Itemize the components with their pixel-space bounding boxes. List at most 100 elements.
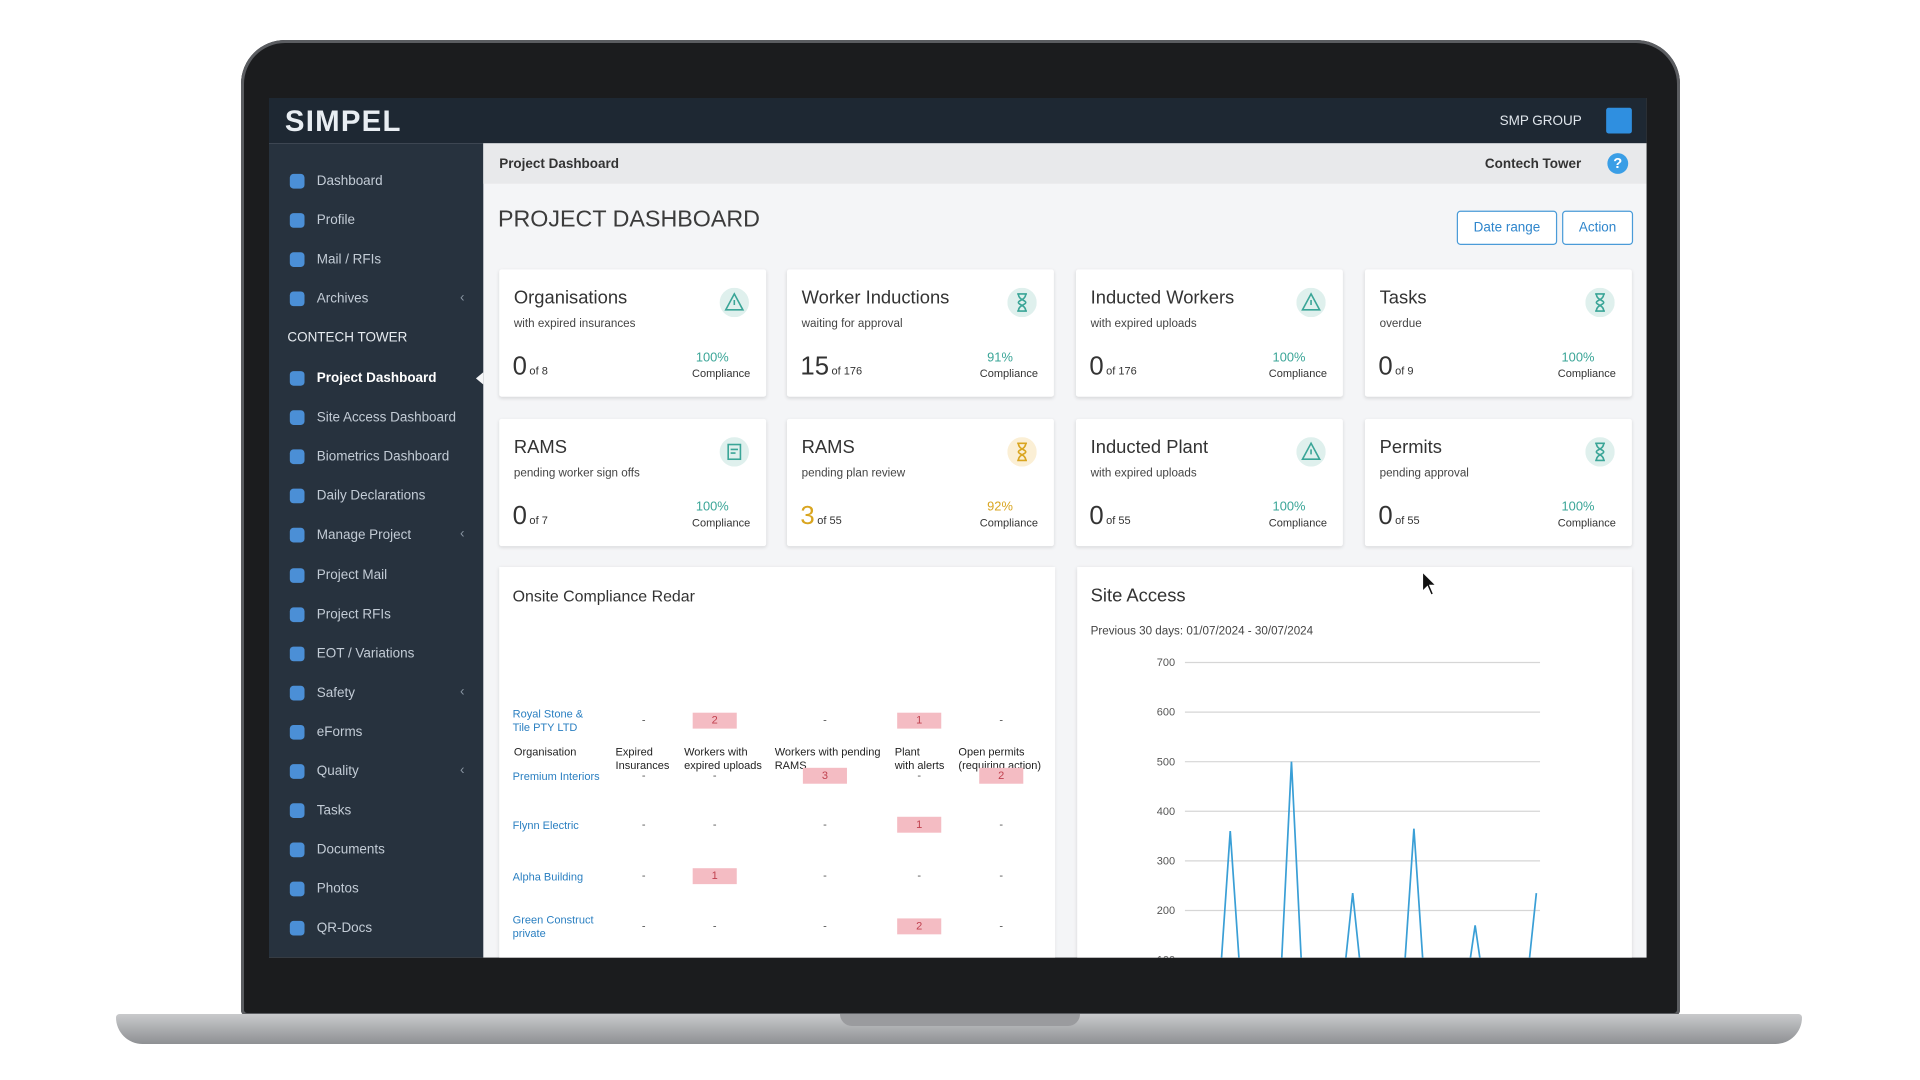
alert-count: 2 (897, 918, 942, 935)
sidebar-item[interactable]: Site Access Dashboard (269, 403, 483, 432)
stat-card: Worker Inductions waiting for approval 15 o… (786, 269, 1054, 397)
menu-button[interactable] (1606, 107, 1632, 134)
sidebar-item[interactable]: Profile (269, 206, 483, 235)
y-tick-label: 200 (1157, 905, 1175, 917)
card-compliance: 100% (695, 499, 729, 515)
sidebar-item[interactable]: Dashboard (269, 167, 483, 196)
logo: SIMPEL (284, 105, 402, 139)
stat-card: Inducted Plant with expired uploads 0 of 55… (1075, 418, 1343, 547)
date-range-button[interactable]: Date range (1456, 210, 1558, 245)
card-subtitle: pending plan review (801, 466, 906, 481)
stat-card: Permits pending approval 0 of 55 100% Complia… (1364, 418, 1632, 547)
organisation-link[interactable]: Flynn Electric (512, 818, 579, 831)
sidebar-item[interactable]: EOT / Variations (269, 639, 483, 668)
table-cell: - (999, 818, 1004, 831)
card-value: 3 (800, 502, 815, 531)
organisation-link[interactable]: Alpha Building (512, 870, 584, 883)
sidebar-icon (289, 173, 305, 189)
card-icon (1296, 287, 1326, 318)
card-value-row: 0 of 55 (1089, 502, 1130, 531)
sidebar-icon (289, 371, 305, 386)
card-icon (719, 287, 750, 318)
breadcrumb-bar (483, 143, 1647, 184)
card-title: Permits (1379, 437, 1442, 459)
sidebar-item[interactable]: Quality ‹ (269, 757, 483, 786)
card-value-row: 0 of 55 (1378, 502, 1419, 531)
sidebar-item[interactable]: QR-Docs (269, 914, 483, 943)
table-header: Plant (894, 745, 920, 759)
organisation-link[interactable]: private (512, 926, 546, 940)
sidebar-item[interactable]: Archives ‹ (269, 284, 483, 313)
sidebar-label: Manage Project (316, 528, 412, 543)
card-value: 0 (1089, 352, 1104, 381)
card-compliance-label: Compliance (1557, 516, 1616, 530)
card-compliance: 100% (1272, 350, 1306, 365)
card-compliance-label: Compliance (1557, 367, 1616, 380)
sidebar-section: CONTECH TOWER (287, 330, 408, 346)
card-compliance-label: Compliance (979, 367, 1038, 380)
organisation-link[interactable]: Green Construct (512, 913, 594, 926)
card-value: 15 (800, 352, 830, 381)
card-title: RAMS (513, 437, 567, 459)
table-cell: - (823, 869, 827, 882)
sidebar-label: Biometrics Dashboard (316, 449, 450, 465)
sidebar-item[interactable]: Project Mail (269, 560, 483, 589)
sidebar-icon (289, 921, 305, 937)
sidebar-item[interactable]: eForms (269, 717, 483, 746)
alert-count: 1 (897, 816, 942, 833)
y-tick-label: 100 (1157, 955, 1175, 958)
sidebar-item[interactable]: Documents (269, 835, 483, 864)
table-cell: - (823, 713, 827, 727)
organisation-link[interactable]: Royal Stone & (512, 707, 584, 721)
compliance-panel: Onsite Compliance Redar Organisation Expi… (499, 566, 1056, 958)
sidebar-item[interactable]: Project Dashboard (269, 364, 484, 393)
sidebar-label: Tasks (316, 803, 352, 819)
sidebar-item[interactable]: Daily Declarations (269, 482, 483, 511)
sidebar-icon (289, 646, 305, 661)
sidebar-item[interactable]: Biometrics Dashboard (269, 442, 483, 471)
site-access-title: Site Access (1090, 585, 1186, 607)
stat-card: RAMS pending worker sign offs 0 of 7 100% Com… (499, 418, 767, 547)
sidebar-item[interactable]: Photos (269, 875, 483, 904)
card-compliance-label: Compliance (692, 516, 751, 530)
table-cell: - (999, 869, 1004, 882)
project-switcher[interactable]: Contech Tower (1484, 156, 1582, 172)
card-total: of 55 (1106, 514, 1131, 527)
sidebar-label: Profile (316, 213, 355, 228)
organisation-link[interactable]: Premium Interiors (512, 769, 600, 782)
help-icon[interactable]: ? (1607, 153, 1629, 174)
organisation-link[interactable]: Tile PTY LTD (512, 721, 578, 734)
card-subtitle: overdue (1379, 317, 1422, 331)
table-cell: - (712, 769, 717, 782)
sidebar-item[interactable]: Safety ‹ (269, 678, 483, 707)
sidebar-item[interactable]: Mail / RFIs (269, 245, 483, 274)
sidebar (269, 143, 484, 958)
sidebar-item[interactable]: Project RFIs (269, 600, 483, 629)
laptop-notch (840, 1014, 1080, 1026)
card-icon (1007, 287, 1037, 318)
card-value: 0 (512, 352, 527, 381)
action-button[interactable]: Action (1562, 210, 1634, 245)
sidebar-icon (289, 685, 305, 701)
table-cell: - (999, 919, 1004, 932)
top-bar (269, 98, 1647, 144)
sidebar-icon (289, 410, 305, 426)
y-tick-label: 600 (1157, 707, 1175, 719)
page-title: PROJECT DASHBOARD (497, 206, 760, 233)
table-cell: - (917, 869, 922, 882)
sidebar-label: Daily Declarations (316, 488, 426, 504)
sidebar-item[interactable]: Tasks (269, 796, 483, 825)
sidebar-icon (289, 842, 305, 858)
org-switcher[interactable]: SMP GROUP (1499, 113, 1582, 129)
table-header: Open permits (958, 745, 1025, 759)
sidebar-icon (289, 213, 305, 228)
compliance-title: Onsite Compliance Redar (512, 586, 695, 605)
sidebar-item[interactable]: Manage Project ‹ (269, 521, 483, 550)
card-total: of 176 (1106, 364, 1137, 378)
card-title: Inducted Plant (1090, 437, 1209, 459)
card-total: of 176 (831, 364, 863, 378)
sidebar-icon (289, 528, 305, 543)
screen: SIMPEL SMP GROUP Dashboard Profile Mail / … (269, 98, 1647, 958)
y-tick-label: 400 (1157, 806, 1175, 818)
